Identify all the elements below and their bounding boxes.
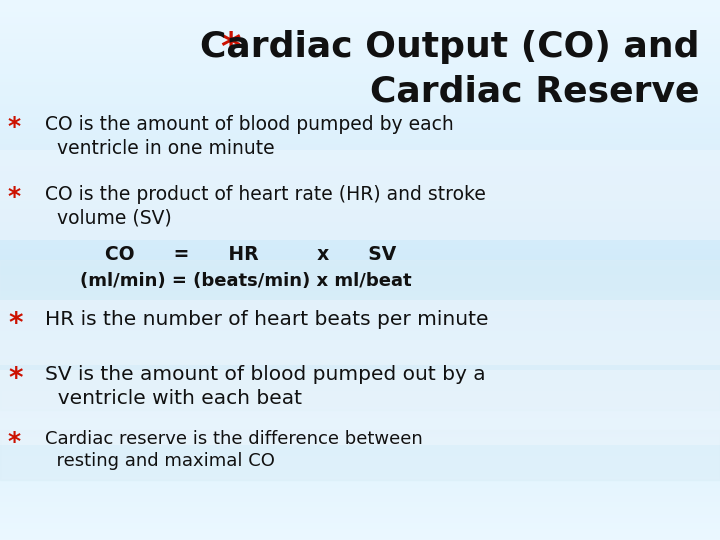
Text: *: * [8,185,21,209]
Text: SV is the amount of blood pumped out by a
  ventricle with each beat: SV is the amount of blood pumped out by … [45,365,485,408]
Text: Cardiac Output (CO) and: Cardiac Output (CO) and [200,30,700,64]
Text: *: * [8,365,22,393]
Text: (ml/min) = (beats/min) x ml/beat: (ml/min) = (beats/min) x ml/beat [80,272,412,290]
Text: CO is the product of heart rate (HR) and stroke
  volume (SV): CO is the product of heart rate (HR) and… [45,185,486,227]
Text: Cardiac reserve is the difference between
  resting and maximal CO: Cardiac reserve is the difference betwee… [45,430,423,470]
Text: HR is the number of heart beats per minute: HR is the number of heart beats per minu… [45,310,488,329]
Bar [0,150,720,240]
Text: CO      =      HR         x      SV: CO = HR x SV [105,245,396,264]
Bar [0,370,720,445]
Bar [0,300,720,365]
Text: *: * [8,310,22,338]
Text: *: * [8,430,21,454]
Text: CO is the amount of blood pumped by each
  ventricle in one minute: CO is the amount of blood pumped by each… [45,115,454,158]
Text: *: * [220,30,240,68]
Text: *: * [8,115,21,139]
Text: Cardiac Reserve: Cardiac Reserve [371,75,700,109]
